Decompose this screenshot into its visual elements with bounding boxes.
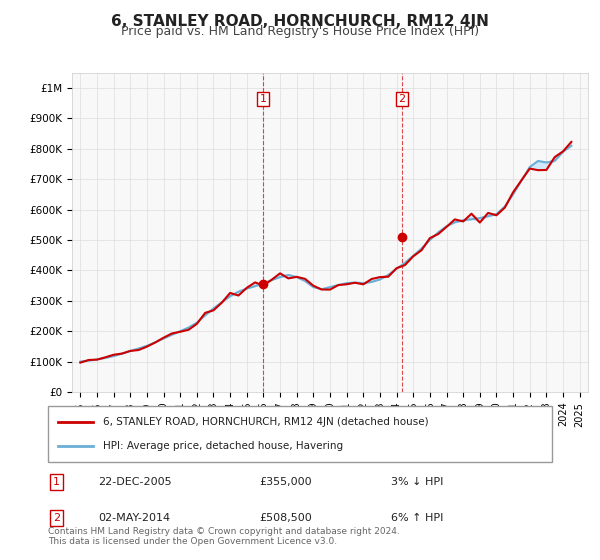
- Text: 2: 2: [53, 513, 60, 523]
- Text: Price paid vs. HM Land Registry's House Price Index (HPI): Price paid vs. HM Land Registry's House …: [121, 25, 479, 38]
- Text: 6, STANLEY ROAD, HORNCHURCH, RM12 4JN (detached house): 6, STANLEY ROAD, HORNCHURCH, RM12 4JN (d…: [103, 417, 429, 427]
- Text: 1: 1: [259, 94, 266, 104]
- Text: 02-MAY-2014: 02-MAY-2014: [98, 513, 170, 523]
- Text: £355,000: £355,000: [260, 477, 313, 487]
- Text: 22-DEC-2005: 22-DEC-2005: [98, 477, 172, 487]
- Text: HPI: Average price, detached house, Havering: HPI: Average price, detached house, Have…: [103, 441, 344, 451]
- Text: £508,500: £508,500: [260, 513, 313, 523]
- Text: 1: 1: [53, 477, 60, 487]
- Text: 6% ↑ HPI: 6% ↑ HPI: [391, 513, 443, 523]
- Text: 2: 2: [398, 94, 406, 104]
- Text: Contains HM Land Registry data © Crown copyright and database right 2024.
This d: Contains HM Land Registry data © Crown c…: [48, 526, 400, 546]
- Text: 6, STANLEY ROAD, HORNCHURCH, RM12 4JN: 6, STANLEY ROAD, HORNCHURCH, RM12 4JN: [111, 14, 489, 29]
- FancyBboxPatch shape: [48, 406, 552, 462]
- Text: 3% ↓ HPI: 3% ↓ HPI: [391, 477, 443, 487]
